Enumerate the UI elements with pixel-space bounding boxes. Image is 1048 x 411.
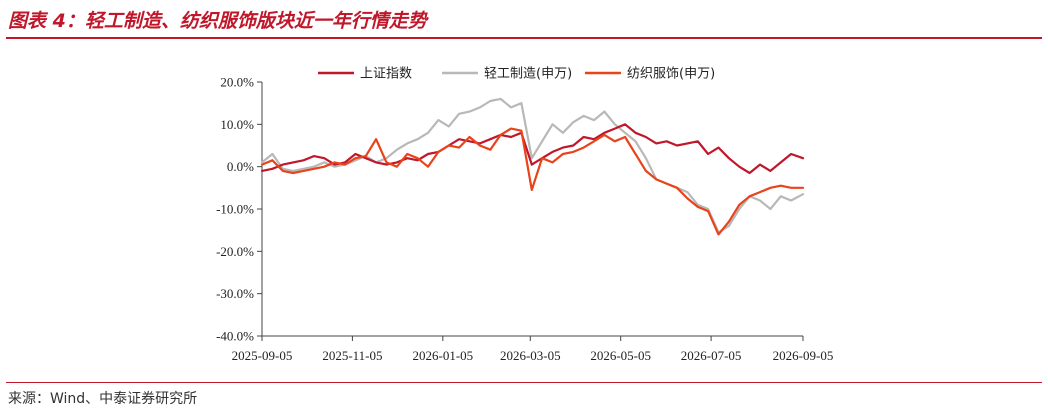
y-tick-label: -30.0% [216,286,254,301]
x-tick-label: 2025-11-05 [322,348,382,363]
legend-label: 轻工制造(申万) [484,67,572,82]
x-tick-label: 2026-03-05 [500,348,561,363]
series-line-0 [260,123,805,175]
title-rule [6,37,1042,39]
x-tick-label: 2026-05-05 [590,348,651,363]
x-tick-label: 2026-07-05 [681,348,742,363]
y-tick-label: 0.0% [227,159,254,174]
y-tick-label: 10.0% [220,117,254,132]
source-rule [6,382,1042,383]
series-line-1 [260,97,805,234]
y-tick-label: -20.0% [216,244,254,259]
legend-label: 纺织服饰(申万) [627,67,715,82]
y-tick-label: -10.0% [216,202,254,217]
figure-title: 图表 4：轻工制造、纺织服饰版块近一年行情走势 [8,10,427,32]
x-tick-label: 2026-01-05 [412,348,473,363]
source-note: 来源：Wind、中泰证券研究所 [8,391,198,407]
series-line-2 [260,127,805,236]
y-tick-label: -40.0% [216,329,254,344]
x-tick-label: 2025-09-05 [232,348,293,363]
x-tick-label: 2026-09-05 [773,348,834,363]
legend-label: 上证指数 [360,67,412,82]
y-tick-label: 20.0% [220,75,254,90]
